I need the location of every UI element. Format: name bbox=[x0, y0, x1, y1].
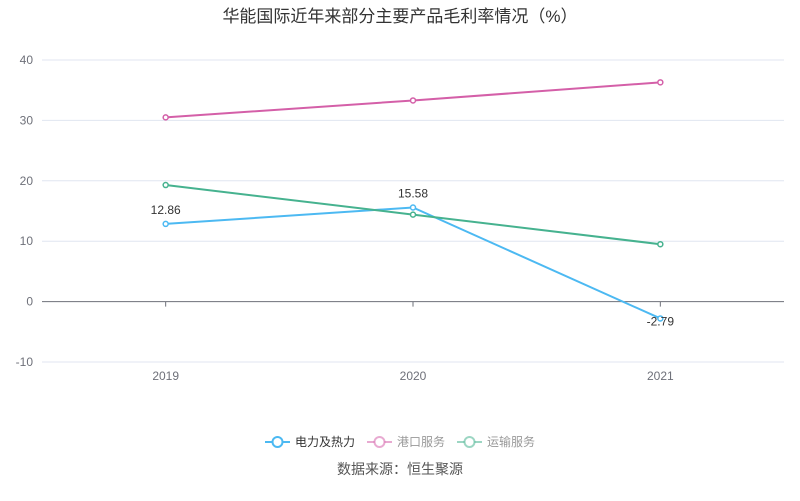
y-tick-label: 40 bbox=[20, 53, 34, 67]
chart-title: 华能国际近年来部分主要产品毛利率情况（%） bbox=[222, 7, 578, 26]
data-label: 15.58 bbox=[398, 186, 428, 200]
legend-label: 运输服务 bbox=[487, 435, 536, 449]
data-point bbox=[162, 114, 169, 121]
data-point bbox=[162, 181, 169, 189]
y-tick-label: 30 bbox=[20, 113, 34, 127]
y-tick-label: -10 bbox=[16, 355, 34, 369]
data-point bbox=[657, 79, 664, 86]
legend-line-circle-icon bbox=[366, 435, 392, 448]
data-point bbox=[409, 204, 417, 211]
legend: 电力及热力 港口服务 运输服务 bbox=[0, 433, 800, 450]
y-tick-label: 10 bbox=[20, 234, 34, 248]
legend-line-circle-icon bbox=[264, 435, 290, 448]
legend-line-circle-icon bbox=[457, 435, 482, 448]
legend-label: 电力及热力 bbox=[294, 435, 355, 449]
legend-label: 港口服务 bbox=[396, 435, 445, 449]
data-label: -2.79 bbox=[647, 314, 675, 328]
x-tick-label: 2019 bbox=[152, 369, 179, 383]
data-point bbox=[657, 240, 664, 248]
data-point bbox=[409, 211, 417, 218]
legend-item[interactable]: 港口服务 bbox=[366, 433, 445, 450]
legend-item[interactable]: 运输服务 bbox=[457, 433, 535, 450]
line-chart: -10 0 10 20 30 40 2019 2020 2021 12.86 15.58 -2.79 bbox=[16, 53, 784, 383]
y-tick-label: 0 bbox=[26, 295, 33, 309]
x-tick-label: 2020 bbox=[400, 369, 427, 383]
data-label: 12.86 bbox=[151, 203, 181, 217]
data-point bbox=[162, 220, 169, 228]
legend-item[interactable]: 电力及热力 bbox=[264, 433, 355, 450]
source-note: 数据来源：恒生聚源 bbox=[337, 461, 463, 477]
data-point bbox=[657, 315, 664, 322]
y-tick-label: 20 bbox=[20, 174, 34, 188]
x-tick-label: 2021 bbox=[647, 369, 674, 383]
data-point bbox=[409, 97, 417, 104]
